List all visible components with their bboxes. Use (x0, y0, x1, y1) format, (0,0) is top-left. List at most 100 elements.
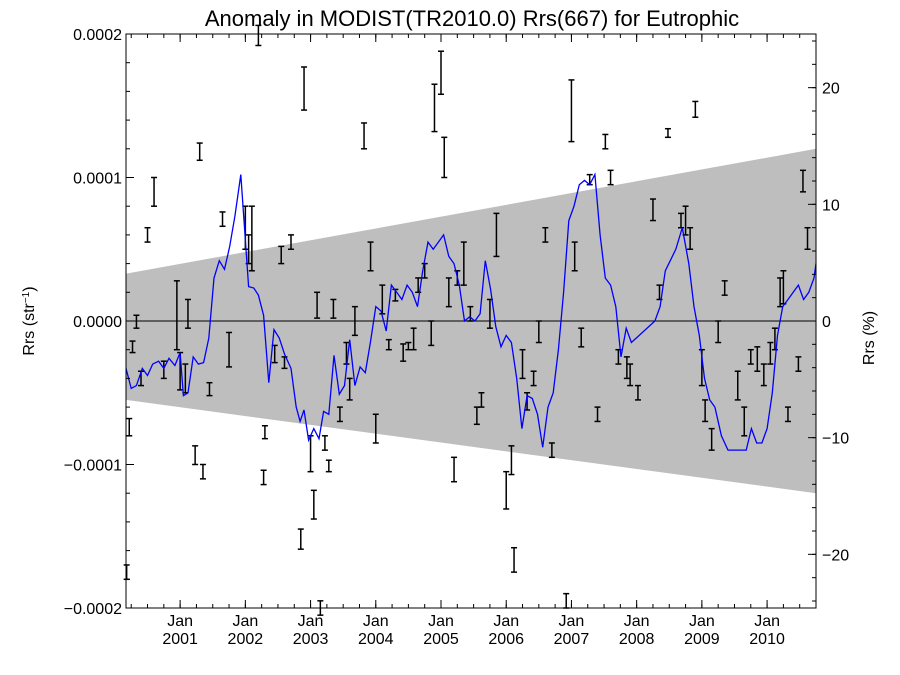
error-bar (206, 381, 213, 397)
error-bar (321, 435, 328, 451)
x-tick-label-year: 2007 (554, 631, 590, 648)
error-bar (478, 392, 485, 408)
error-bar (493, 212, 500, 258)
error-bar (129, 340, 136, 354)
error-bar (687, 226, 694, 250)
right-tick-label: −10 (822, 431, 849, 448)
error-bar (548, 442, 555, 459)
error-bar (692, 100, 699, 118)
left-tick-label: 0.0000 (73, 314, 122, 331)
error-bar (563, 592, 570, 609)
error-bar (445, 277, 452, 308)
left-tick-label: −0.0001 (64, 458, 122, 475)
error-bar (199, 463, 206, 480)
error-bar (400, 343, 407, 362)
error-bar (184, 298, 191, 329)
error-bar (664, 127, 671, 139)
error-bar (314, 291, 321, 319)
x-tick-label-year: 2002 (228, 631, 264, 648)
error-bar (367, 241, 374, 272)
error-bar (754, 346, 761, 372)
left-tick-label: 0.0001 (73, 171, 122, 188)
error-bar (219, 211, 226, 228)
error-bar (460, 241, 467, 286)
error-bar (451, 456, 458, 483)
error-bar (421, 262, 428, 279)
error-bar (151, 176, 158, 207)
error-bar (346, 377, 353, 401)
error-bar (530, 370, 537, 387)
x-tick-label-month: Jan (428, 613, 454, 630)
error-bar (649, 198, 656, 222)
error-bar (568, 79, 575, 143)
x-tick-label-month: Jan (167, 613, 193, 630)
x-tick-label-year: 2003 (293, 631, 329, 648)
error-bar (431, 83, 438, 133)
error-bar (310, 489, 317, 520)
x-tick-label-year: 2008 (619, 631, 655, 648)
x-tick-label-month: Jan (493, 613, 519, 630)
error-bar (336, 406, 343, 423)
error-bar (634, 384, 641, 401)
error-bar (767, 341, 774, 365)
error-bars (123, 24, 811, 616)
y-axis-left-label-sup: −1 (21, 291, 32, 303)
error-bar (508, 445, 515, 476)
x-axis: Jan2001Jan2002Jan2003Jan2004Jan2005Jan20… (130, 34, 817, 648)
error-bar (438, 50, 444, 96)
y-axis-left-label-end: ) (21, 286, 38, 291)
x-tick-label-year: 2006 (488, 631, 524, 648)
left-tick-label: 0.0002 (73, 27, 122, 44)
error-bar (428, 320, 435, 347)
error-bar (784, 406, 791, 423)
error-bar (297, 528, 304, 550)
error-bar (760, 363, 767, 387)
x-tick-label-year: 2009 (684, 631, 720, 648)
error-bar (226, 331, 233, 368)
error-bar (571, 241, 578, 272)
error-bar (535, 320, 542, 344)
error-bar (623, 356, 630, 380)
error-bar (410, 327, 417, 351)
left-tick-label: −0.0002 (64, 601, 122, 618)
y-axis-left-label-main: Rrs (str (21, 302, 38, 355)
error-bar (607, 169, 614, 186)
x-tick-label-year: 2005 (423, 631, 459, 648)
error-bar (196, 142, 203, 162)
error-bar (795, 356, 802, 372)
x-tick-label-year: 2010 (749, 631, 785, 648)
error-bar (627, 363, 634, 387)
error-bar (741, 406, 748, 437)
error-bar (441, 136, 448, 179)
error-bar (747, 348, 754, 365)
error-bar (126, 417, 133, 437)
x-tick-label-month: Jan (754, 613, 780, 630)
series-line (125, 172, 817, 451)
x-tick-label-month: Jan (559, 613, 585, 630)
error-bar (708, 427, 715, 451)
error-bar (467, 305, 474, 322)
error-bar (144, 226, 151, 243)
error-bar (702, 399, 709, 423)
right-axis: 20 10 0 −10 −20 (808, 40, 849, 602)
right-tick-label: −20 (822, 547, 849, 564)
error-bar (405, 341, 412, 351)
error-bar (301, 66, 308, 111)
x-tick-label-month: Jan (689, 613, 715, 630)
error-bar (261, 425, 268, 440)
right-tick-label: 0 (822, 314, 831, 331)
error-bar (173, 280, 180, 351)
error-bar (804, 226, 811, 250)
error-bar (715, 320, 722, 344)
right-tick-label: 10 (822, 197, 840, 214)
x-tick-label-month: Jan (363, 613, 389, 630)
error-bar (255, 24, 262, 47)
y-axis-left-label: Rrs (str−1) (21, 286, 39, 355)
error-bar (133, 314, 140, 329)
error-bar (248, 205, 255, 272)
error-bar (734, 370, 741, 401)
error-bar (503, 470, 510, 510)
error-bar (372, 413, 379, 444)
error-bar (192, 445, 199, 466)
error-bar (542, 226, 549, 243)
